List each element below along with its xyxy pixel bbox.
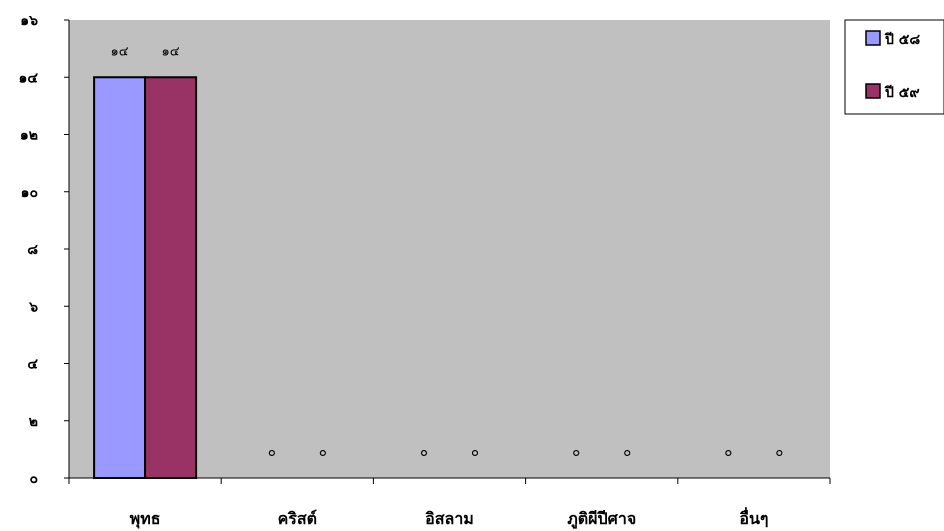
- data-labels: ๑๔๐ ๐ ๐ ๐ ๑๔๐ ๐ ๐ ๐: [111, 44, 784, 460]
- x-tick-label: ภูติผีปีศาจ: [567, 509, 636, 530]
- x-tick-label: อื่นๆ: [739, 507, 769, 528]
- legend-swatch: [865, 30, 881, 46]
- y-tick-label: ๒: [29, 414, 38, 430]
- data-label: ๑๔: [111, 44, 129, 59]
- data-label: ๐: [623, 445, 631, 460]
- data-label: ๐: [268, 445, 276, 460]
- bars: [93, 76, 198, 479]
- legend-label: ปี ๕๙: [884, 85, 920, 101]
- legend-box: [844, 19, 944, 115]
- data-label: ๐: [319, 445, 327, 460]
- y-tick-label: ๐: [29, 471, 38, 487]
- data-label: ๐: [775, 445, 783, 460]
- data-label: ๐: [420, 445, 428, 460]
- data-label: ๐: [471, 445, 479, 460]
- x-tick-label: อิสลาม: [425, 509, 474, 528]
- data-label: ๑๔: [162, 44, 180, 59]
- x-tick-label: คริสต์: [278, 509, 317, 528]
- y-axis: ๐ ๒ ๔ ๖ ๘ ๑๐ ๑๒ ๑๔ ๑๖: [19, 13, 70, 487]
- y-tick-label: ๘: [27, 242, 38, 258]
- x-tick-label: พุทธ: [130, 509, 161, 529]
- y-tick-label: ๔: [27, 357, 38, 373]
- x-axis: พุทธ คริสต์ อิสลาม ภูติผีปีศาจ อื่นๆ: [68, 477, 831, 530]
- data-label: ๐: [572, 445, 580, 460]
- y-tick-label: ๑๔: [19, 70, 39, 86]
- legend: ปี ๕๘ปี ๕๙: [844, 19, 944, 115]
- data-label: ๐: [724, 445, 732, 460]
- y-tick-label: ๑๐: [21, 185, 38, 201]
- y-tick-label: ๑๒: [20, 128, 38, 144]
- y-tick-label: ๑๖: [20, 13, 38, 29]
- bar: [93, 76, 147, 479]
- legend-swatch: [865, 83, 881, 99]
- legend-label: ปี ๕๘: [884, 32, 921, 48]
- y-tick-label: ๖: [28, 299, 38, 315]
- bar: [144, 76, 198, 479]
